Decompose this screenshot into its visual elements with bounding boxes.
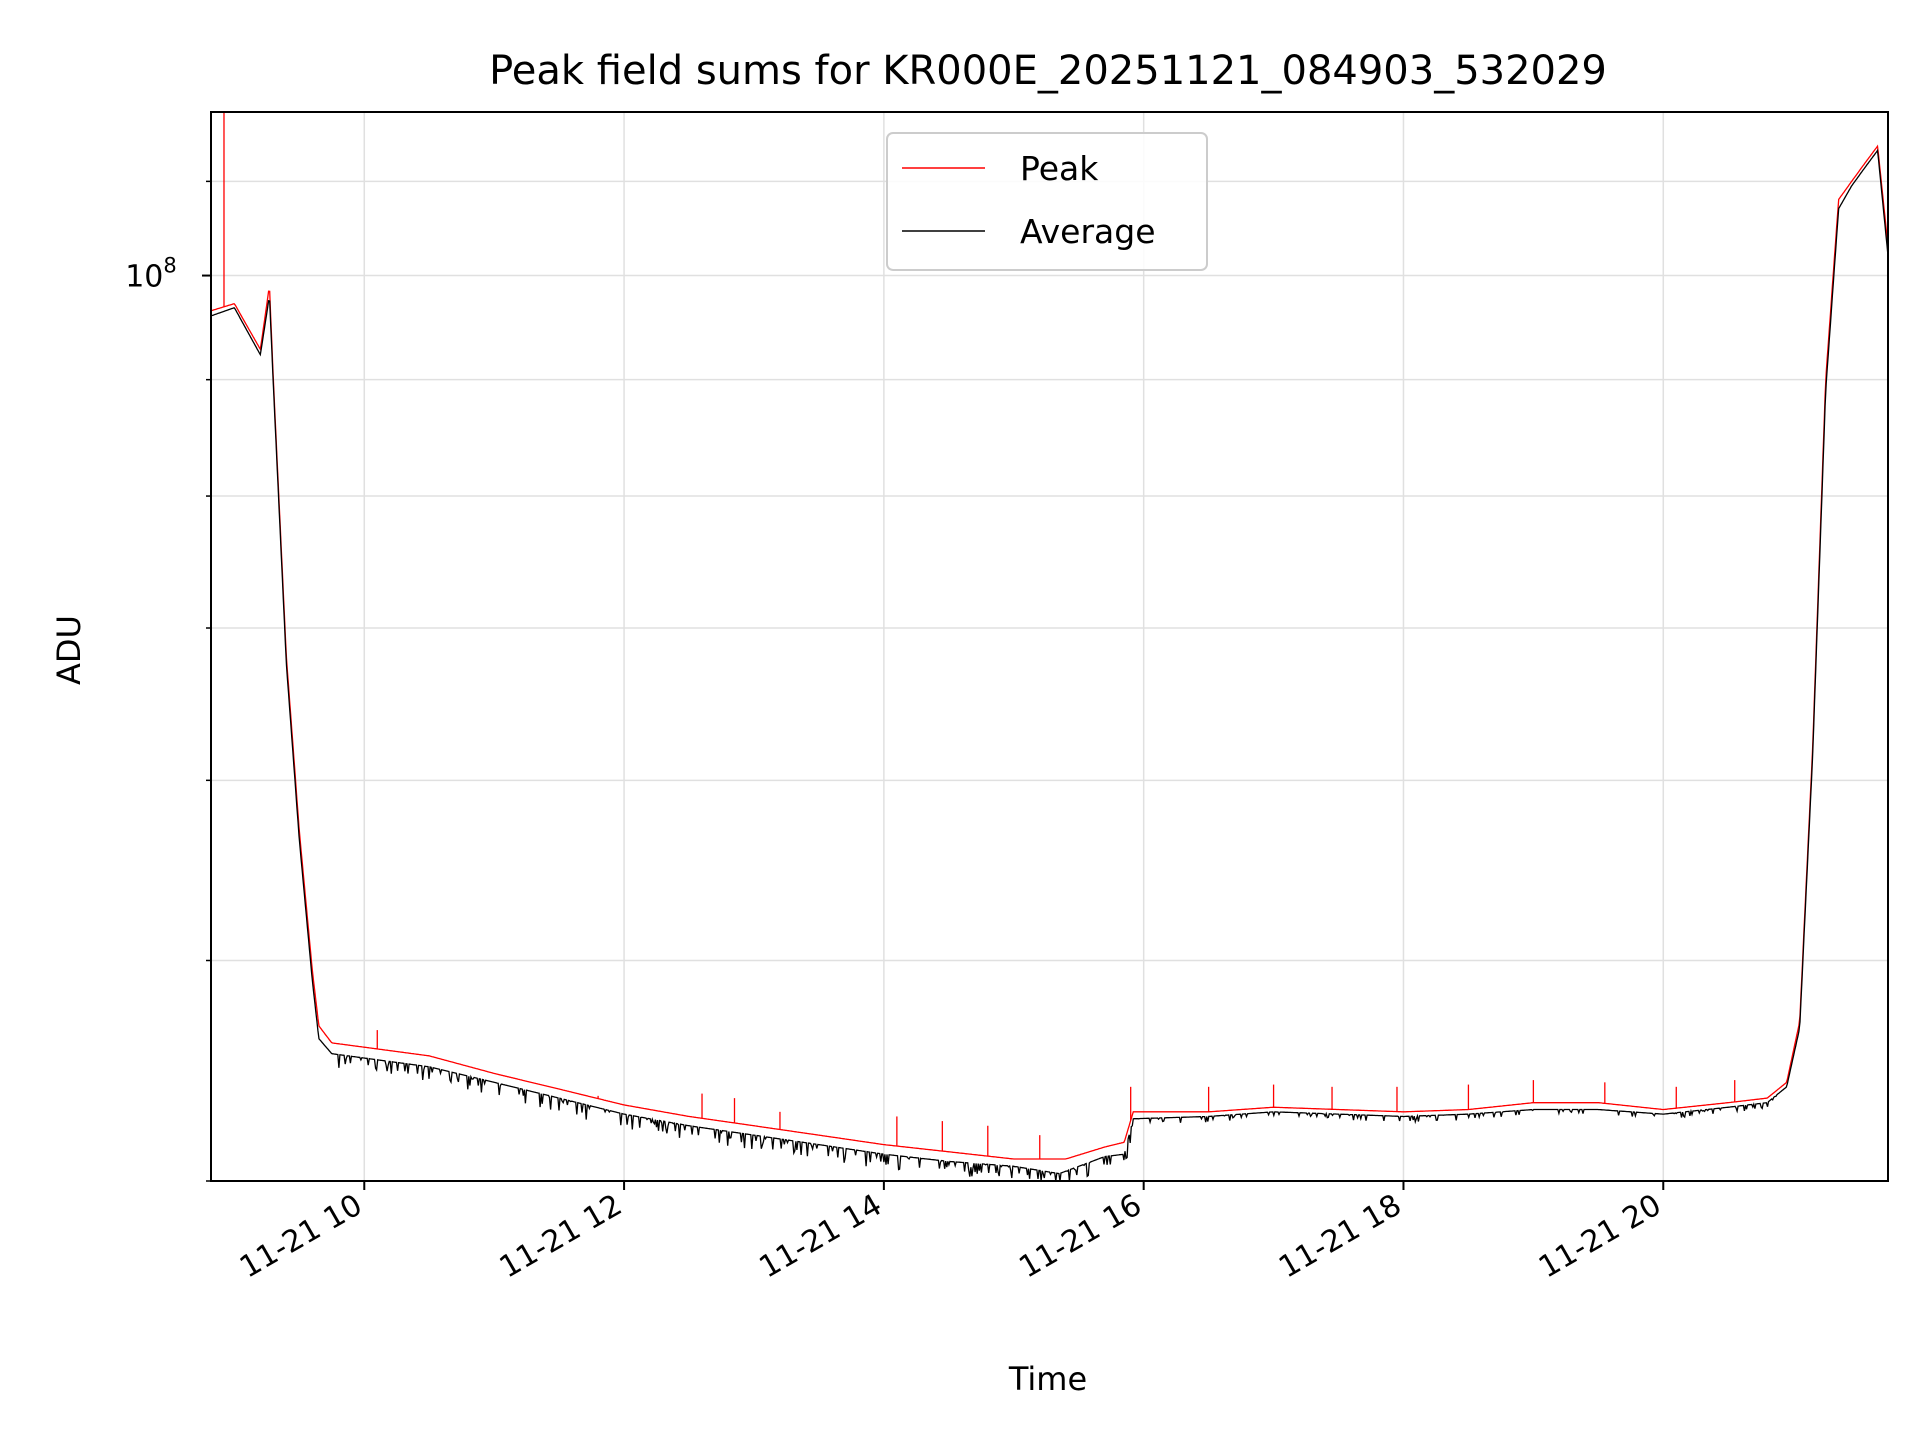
legend-label-average: Average [1020, 212, 1156, 251]
series-line-peak [211, 144, 1888, 1160]
series-line-average [211, 148, 1888, 1181]
chart-title: Peak field sums for KR000E_20251121_0849… [489, 48, 1607, 94]
plot-lines [211, 112, 1888, 1181]
y-axis: 108 [125, 180, 211, 1182]
legend-label-peak: Peak [1020, 149, 1099, 188]
y-axis-label: ADU [50, 615, 88, 685]
x-axis-label: Time [1008, 1360, 1087, 1398]
y-tick-label-1e8: 108 [125, 254, 177, 295]
plot-frame [210, 111, 1889, 1182]
legend: Peak Average [886, 132, 1208, 271]
